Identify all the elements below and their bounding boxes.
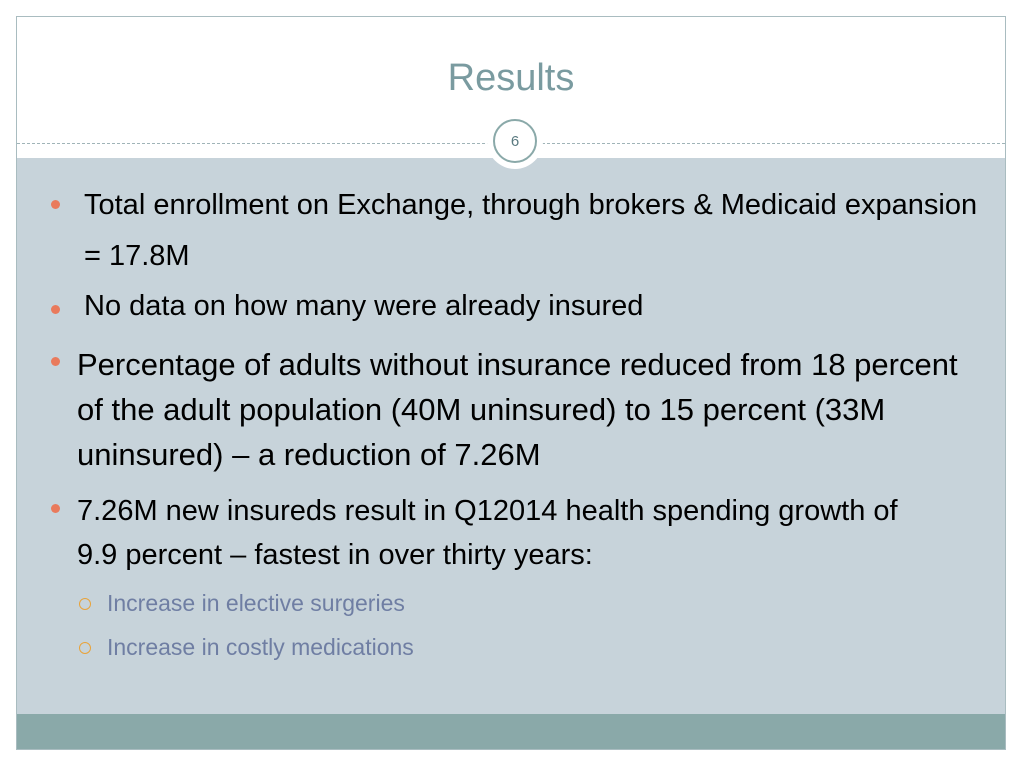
content-background: [17, 158, 1005, 716]
bullet-dot-icon: [51, 200, 60, 209]
sub-bullet-circle-icon: [79, 598, 91, 610]
bullet-text: Percentage of adults without insurance r…: [77, 347, 958, 472]
slide: Results 6 Total enrollment on Exchange, …: [16, 16, 1006, 750]
sub-bullet-text: Increase in costly medications: [107, 634, 414, 660]
slide-number-badge: 6: [487, 113, 543, 169]
bullet-dot-icon: [51, 305, 60, 314]
slide-number: 6: [493, 119, 537, 163]
bullet-dot-icon: [51, 504, 60, 513]
sub-bullet-text: Increase in elective surgeries: [107, 590, 405, 616]
slide-title: Results: [447, 57, 575, 99]
bullet-dot-icon: [51, 357, 60, 366]
bullet-text: No data on how many were already insured: [84, 290, 644, 322]
bullet-text: Total enrollment on Exchange, through br…: [84, 189, 978, 272]
sub-bullet-circle-icon: [79, 642, 91, 654]
footer-band: [17, 714, 1005, 749]
bullet-text: 7.26M new insureds result in Q12014 heal…: [77, 495, 898, 571]
